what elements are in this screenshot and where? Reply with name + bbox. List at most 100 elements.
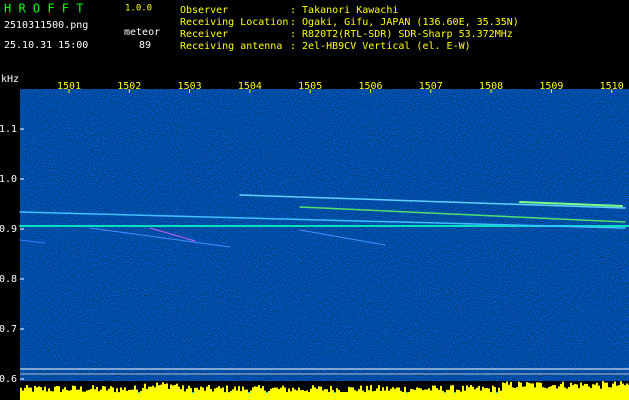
level-bar bbox=[60, 392, 62, 400]
level-bar bbox=[480, 390, 482, 400]
level-bar bbox=[528, 382, 530, 400]
level-bar bbox=[420, 388, 422, 400]
level-bar bbox=[334, 392, 336, 400]
level-bar bbox=[596, 382, 598, 400]
level-bar bbox=[102, 386, 104, 400]
level-bar bbox=[328, 391, 330, 400]
level-bar bbox=[608, 387, 610, 400]
level-bar bbox=[558, 386, 560, 400]
level-bar bbox=[540, 382, 542, 400]
x-tick-label: 1504 bbox=[238, 81, 262, 92]
level-bar bbox=[82, 391, 84, 400]
level-bar bbox=[68, 390, 70, 400]
level-bar bbox=[378, 385, 380, 400]
level-bar bbox=[158, 385, 160, 400]
x-tick-label: 1510 bbox=[600, 81, 624, 92]
level-bar bbox=[244, 389, 246, 400]
level-bar bbox=[470, 385, 472, 400]
app-version: 1.0.0 bbox=[125, 4, 152, 14]
level-bar bbox=[280, 387, 282, 400]
level-bar bbox=[36, 387, 38, 400]
level-bar bbox=[212, 391, 214, 400]
level-bar bbox=[446, 389, 448, 400]
echo bbox=[149, 227, 196, 242]
level-bar bbox=[588, 386, 590, 400]
level-bar bbox=[246, 389, 248, 400]
level-bar bbox=[386, 386, 388, 400]
level-bar bbox=[40, 387, 42, 400]
level-bar bbox=[344, 392, 346, 400]
level-bar bbox=[478, 385, 480, 400]
level-bar bbox=[302, 389, 304, 400]
level-bar bbox=[26, 385, 28, 400]
y-tick-label: 0.7 bbox=[0, 324, 17, 335]
level-bar bbox=[440, 385, 442, 400]
level-bar bbox=[350, 387, 352, 400]
level-bar bbox=[414, 390, 416, 400]
y-tick-label: 1.0 bbox=[0, 174, 17, 185]
level-bar bbox=[566, 388, 568, 400]
level-bar bbox=[410, 389, 412, 400]
level-bar bbox=[472, 386, 474, 400]
level-bar bbox=[134, 385, 136, 400]
level-bar bbox=[166, 383, 168, 400]
level-bar bbox=[130, 389, 132, 400]
x-tick-label: 1501 bbox=[57, 81, 81, 92]
level-bar bbox=[180, 389, 182, 400]
level-bar bbox=[518, 381, 520, 400]
level-bar bbox=[308, 392, 310, 400]
level-bar bbox=[526, 382, 528, 400]
level-bar bbox=[112, 387, 114, 400]
level-bar bbox=[236, 390, 238, 400]
level-bar bbox=[554, 385, 556, 400]
level-bar bbox=[512, 387, 514, 400]
level-bar bbox=[404, 386, 406, 400]
level-bar bbox=[616, 385, 618, 400]
level-bar bbox=[568, 386, 570, 400]
level-bar bbox=[210, 389, 212, 400]
level-bar bbox=[468, 387, 470, 400]
level-bar bbox=[390, 388, 392, 400]
level-bar bbox=[618, 385, 620, 400]
level-bar bbox=[248, 392, 250, 400]
level-bar bbox=[56, 386, 58, 400]
level-bar bbox=[606, 382, 608, 400]
level-bar bbox=[128, 389, 130, 400]
level-bar bbox=[146, 388, 148, 400]
level-bar bbox=[322, 390, 324, 400]
level-bar bbox=[224, 392, 226, 400]
level-bar bbox=[598, 385, 600, 400]
info-value: : Takanori Kawachi bbox=[290, 5, 398, 16]
level-bar bbox=[284, 387, 286, 400]
x-tick-label: 1505 bbox=[298, 81, 322, 92]
level-bar bbox=[418, 387, 420, 400]
meteor-echoes bbox=[19, 194, 629, 248]
level-bar bbox=[84, 391, 86, 400]
level-bar bbox=[172, 385, 174, 400]
x-tick-label: 1507 bbox=[419, 81, 443, 92]
level-bar bbox=[114, 392, 116, 400]
level-bar bbox=[298, 387, 300, 400]
level-bar bbox=[150, 386, 152, 400]
level-bar bbox=[118, 392, 120, 400]
level-bar bbox=[20, 387, 22, 400]
echo bbox=[19, 239, 46, 244]
level-bar bbox=[50, 391, 52, 400]
level-bar bbox=[306, 390, 308, 400]
level-bar bbox=[460, 391, 462, 400]
level-bar bbox=[250, 390, 252, 400]
level-bar bbox=[438, 389, 440, 400]
level-bar bbox=[242, 386, 244, 400]
level-bar bbox=[376, 388, 378, 400]
signal-level bbox=[20, 381, 629, 400]
level-bar bbox=[52, 391, 54, 400]
info-value: : Ogaki, Gifu, JAPAN (136.60E, 35.35N) bbox=[290, 17, 519, 28]
level-bar bbox=[492, 385, 494, 400]
y-unit: kHz bbox=[1, 74, 19, 85]
level-bar bbox=[286, 391, 288, 400]
level-bar bbox=[90, 388, 92, 400]
level-bar bbox=[188, 385, 190, 400]
info-label: Receiving Location bbox=[180, 17, 288, 28]
level-bar bbox=[342, 391, 344, 400]
